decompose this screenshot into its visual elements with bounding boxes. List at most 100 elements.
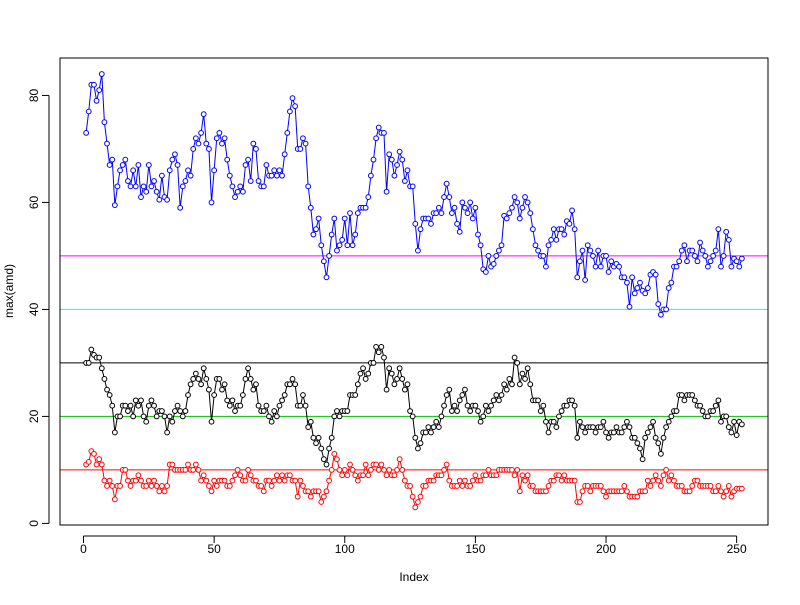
- data-point: [153, 188, 160, 195]
- data-point: [148, 183, 155, 190]
- data-point: [561, 231, 568, 238]
- data-point: [179, 413, 186, 420]
- data-point: [373, 343, 380, 350]
- data-point: [710, 408, 717, 414]
- data-point: [417, 440, 424, 447]
- data-point: [705, 413, 711, 420]
- data-point: [273, 472, 280, 479]
- data-point: [331, 215, 338, 222]
- data-point: [448, 408, 455, 414]
- data-point: [728, 493, 735, 500]
- data-point: [467, 408, 474, 414]
- data-point: [592, 429, 599, 436]
- data-point: [237, 402, 244, 409]
- data-point: [287, 108, 293, 115]
- data-point: [456, 397, 463, 404]
- data-point: [467, 483, 474, 489]
- data-point: [715, 226, 722, 233]
- data-point: [582, 429, 589, 436]
- data-point: [145, 402, 152, 409]
- data-point: [618, 429, 625, 436]
- data-point: [255, 402, 262, 409]
- data-point: [396, 365, 403, 372]
- data-point: [153, 413, 160, 420]
- data-point: [725, 236, 732, 243]
- data-point: [718, 263, 724, 270]
- data-point: [383, 472, 390, 479]
- data-point: [349, 467, 356, 473]
- data-point: [725, 483, 732, 489]
- data-point: [482, 402, 489, 409]
- data-point: [446, 386, 453, 393]
- data-point: [433, 418, 440, 425]
- data-point: [135, 162, 142, 168]
- data-point: [195, 467, 202, 473]
- data-point: [493, 392, 500, 398]
- data-point: [229, 397, 236, 404]
- data-point: [354, 381, 361, 388]
- data-point: [684, 258, 690, 265]
- data-point: [104, 483, 110, 489]
- data-point: [681, 242, 688, 249]
- data-point: [415, 499, 421, 505]
- data-point: [203, 477, 210, 484]
- data-point: [582, 277, 589, 283]
- data-point: [271, 408, 278, 414]
- data-point: [710, 253, 717, 259]
- data-point: [253, 477, 259, 484]
- data-point: [469, 215, 476, 222]
- data-point: [435, 204, 442, 211]
- data-point: [213, 135, 220, 142]
- data-point: [367, 172, 374, 179]
- data-point: [347, 461, 353, 468]
- data-point: [509, 381, 515, 388]
- data-point: [172, 151, 178, 158]
- data-point: [96, 456, 103, 463]
- data-point: [336, 242, 343, 249]
- data-point: [279, 172, 285, 179]
- data-point: [145, 162, 152, 168]
- data-point: [545, 483, 552, 489]
- data-point: [401, 477, 408, 484]
- data-point: [182, 467, 189, 473]
- data-point: [211, 477, 218, 484]
- data-point: [733, 258, 740, 265]
- data-point: [151, 402, 157, 409]
- data-point: [328, 467, 335, 473]
- data-point: [370, 156, 377, 163]
- data-point: [657, 483, 664, 489]
- data-point: [558, 226, 565, 233]
- data-point: [454, 483, 461, 489]
- data-point: [300, 392, 306, 398]
- data-point: [271, 167, 278, 174]
- data-point: [548, 236, 555, 243]
- data-point: [391, 172, 398, 179]
- data-point: [206, 386, 212, 393]
- data-point: [125, 408, 131, 414]
- data-point: [109, 483, 116, 489]
- data-point: [678, 483, 685, 489]
- data-point: [462, 386, 468, 393]
- data-point: [563, 402, 570, 409]
- data-point: [237, 472, 244, 479]
- data-point: [318, 242, 325, 249]
- data-point: [315, 434, 322, 441]
- data-point: [143, 418, 150, 425]
- data-point: [279, 397, 285, 404]
- data-point: [158, 408, 165, 414]
- data-point: [519, 370, 526, 377]
- data-point: [216, 376, 223, 382]
- data-point: [647, 483, 654, 489]
- data-point: [702, 253, 709, 259]
- data-point: [718, 488, 724, 495]
- data-point: [404, 167, 411, 174]
- data-point: [117, 167, 123, 174]
- data-point: [232, 472, 238, 479]
- data-point: [375, 467, 382, 473]
- data-point: [428, 429, 434, 436]
- data-point: [694, 477, 701, 484]
- data-point: [496, 397, 502, 404]
- data-point: [438, 210, 445, 217]
- data-point: [318, 499, 325, 505]
- data-point: [328, 231, 335, 238]
